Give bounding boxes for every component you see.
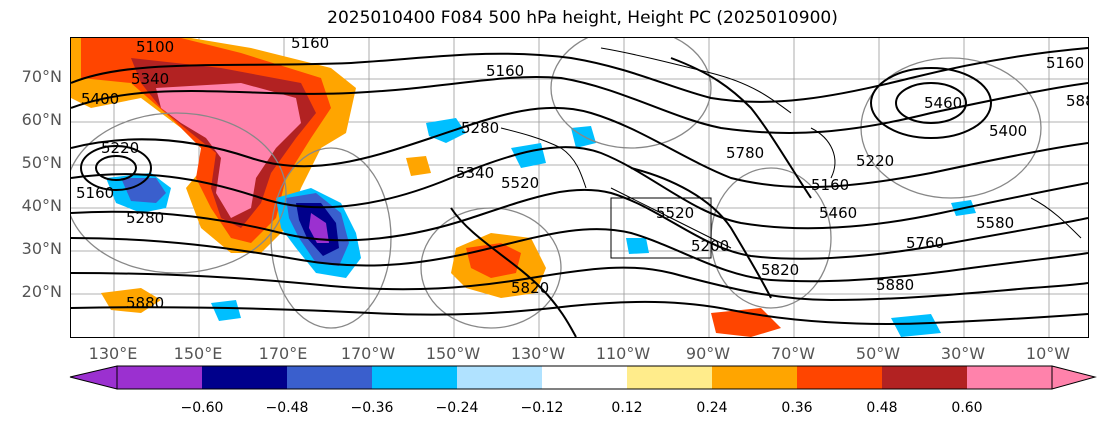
lon-label-30w: 30°W [940,344,986,363]
lon-label-50w: 50°W [855,344,901,363]
colorbar-swatch [797,366,882,389]
contour-labels: 5100 5160 5340 5400 5220 5160 5280 5880 … [76,38,1088,312]
contour-label: 5880 [126,294,164,312]
contour-label: 5220 [856,152,894,170]
contour-label: 5340 [131,70,169,88]
lat-label-50n: 50°N [21,153,62,172]
lon-label-10w: 10°W [1025,344,1071,363]
contour-label: 5520 [656,204,694,222]
height-contours [71,47,1088,337]
colorbar-swatch [372,366,457,389]
map-panel: 5100 5160 5340 5400 5220 5160 5280 5880 … [70,37,1089,338]
colorbar [69,365,1097,390]
lon-label-110w: 110°W [595,344,651,363]
colorbar-swatch [117,366,202,389]
colorbar-swatch [627,366,712,389]
colorbar-swatch [882,366,967,389]
map-canvas: 5100 5160 5340 5400 5220 5160 5280 5880 … [71,38,1088,337]
lat-label-30n: 30°N [21,239,62,258]
negative-anomaly-pacific [276,188,361,278]
contour-label: 5160 [291,38,329,52]
colorbar-tick-label: 0.36 [781,400,813,416]
colorbar-swatch [967,366,1052,389]
lat-label-60n: 60°N [21,110,62,129]
contour-label: 5460 [924,94,962,112]
lon-label-170e: 170°E [258,344,308,363]
contour-label: 5580 [976,214,1014,232]
lon-label-150e: 150°E [173,344,223,363]
colorbar-outline [116,365,1053,390]
colorbar-tick-label: −0.60 [180,400,224,416]
contour-label: 5340 [456,164,494,182]
lon-label-150w: 150°W [425,344,481,363]
contour-label: 5200 [691,237,729,255]
negative-anomaly-west [106,173,171,213]
contour-label: 5160 [486,62,524,80]
contour-label: 5400 [989,122,1027,140]
contour-label: 5460 [819,204,857,222]
colorbar-swatch [712,366,797,389]
lon-label-70w: 70°W [770,344,816,363]
contour-label: 5400 [81,90,119,108]
colorbar-tick-label: −0.48 [265,400,309,416]
colorbar-over-arrow [1051,365,1097,390]
lon-label-90w: 90°W [685,344,731,363]
colorbar-swatch [542,366,627,389]
contour-label: 5160 [1046,54,1084,72]
colorbar-tick-label: 0.60 [951,400,983,416]
contour-label: 5280 [461,119,499,137]
colorbar-swatch [202,366,287,389]
lon-label-170w: 170°W [340,344,396,363]
colorbar-tick-label: 0.24 [696,400,728,416]
map-title: 2025010400 F084 500 hPa height, Height P… [327,8,838,28]
contour-label: 5100 [136,38,174,56]
lat-label-20n: 20°N [21,282,62,301]
contour-label: 5880 [876,276,914,294]
lon-label-130w: 130°W [510,344,566,363]
contour-label: 5760 [906,234,944,252]
lat-label-40n: 40°N [21,196,62,215]
contour-label: 5780 [726,144,764,162]
colorbar-tick-label: −0.24 [435,400,479,416]
colorbar-tick-label: 0.48 [866,400,898,416]
lat-label-70n: 70°N [21,67,62,86]
lon-label-130e: 130°E [88,344,138,363]
contour-label: 5280 [126,209,164,227]
contour-label: 5160 [811,176,849,194]
colorbar-swatch [457,366,542,389]
contour-label: 5880 [1066,92,1088,110]
colorbar-tick-label: −0.12 [520,400,564,416]
colorbar-under-arrow [69,365,118,390]
colorbar-tick-label: 0.12 [611,400,643,416]
colorbar-swatch [287,366,372,389]
contour-label: 5820 [511,279,549,297]
contour-label: 5160 [76,184,114,202]
coastlines [500,47,1082,259]
colorbar-tick-label: −0.36 [350,400,394,416]
contour-label: 5820 [761,261,799,279]
contour-label: 5520 [501,174,539,192]
contour-label: 5220 [101,139,139,157]
